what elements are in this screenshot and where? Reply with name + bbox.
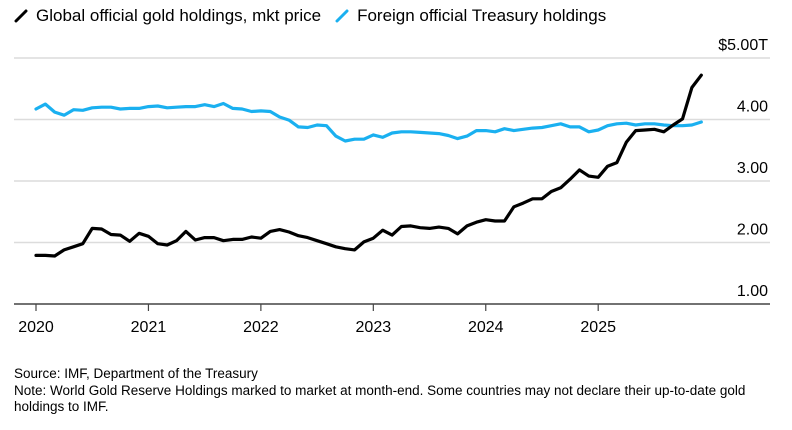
x-tick-label: 2024: [468, 319, 504, 336]
legend: Global official gold holdings, mkt price…: [14, 6, 620, 26]
x-tick-label: 2022: [243, 319, 279, 336]
footer: Source: IMF, Department of the Treasury …: [14, 366, 789, 416]
legend-item-treasury: Foreign official Treasury holdings: [335, 6, 606, 26]
series-lines: [34, 73, 703, 258]
y-tick-label: 3.00: [737, 160, 768, 177]
y-tick-label: 1.00: [737, 283, 768, 300]
y-tick-label: 2.00: [737, 222, 768, 239]
chart: 1.002.003.004.00$5.00T 2020 2021 2022 2023 2…: [14, 37, 770, 336]
x-tick-label: 2020: [18, 319, 54, 336]
gridlines: [14, 57, 770, 244]
series-line-gold: [34, 73, 703, 258]
x-tick-label: 2025: [580, 319, 616, 336]
data-note: Note: World Gold Reserve Holdings marked…: [14, 382, 746, 415]
legend-swatch-treasury-icon: [335, 9, 349, 23]
legend-item-gold: Global official gold holdings, mkt price: [14, 6, 321, 26]
x-tick-label: 2021: [131, 319, 167, 336]
series-line-treasury: [34, 101, 703, 143]
legend-label-treasury: Foreign official Treasury holdings: [357, 6, 607, 25]
y-axis-labels: 1.00 2.00 3.00 4.00 $5.00T: [718, 37, 768, 300]
legend-label-gold: Global official gold holdings, mkt price: [36, 6, 322, 25]
x-axis: 2020 2021 2022 2023 2024 2025: [14, 303, 770, 336]
y-tick-label: $5.00T: [718, 37, 768, 54]
y-tick-label: 4.00: [737, 99, 768, 116]
legend-swatch-gold-icon: [14, 9, 28, 23]
x-tick-label: 2023: [356, 319, 392, 336]
source-note: Source: IMF, Department of the Treasury: [14, 366, 258, 381]
